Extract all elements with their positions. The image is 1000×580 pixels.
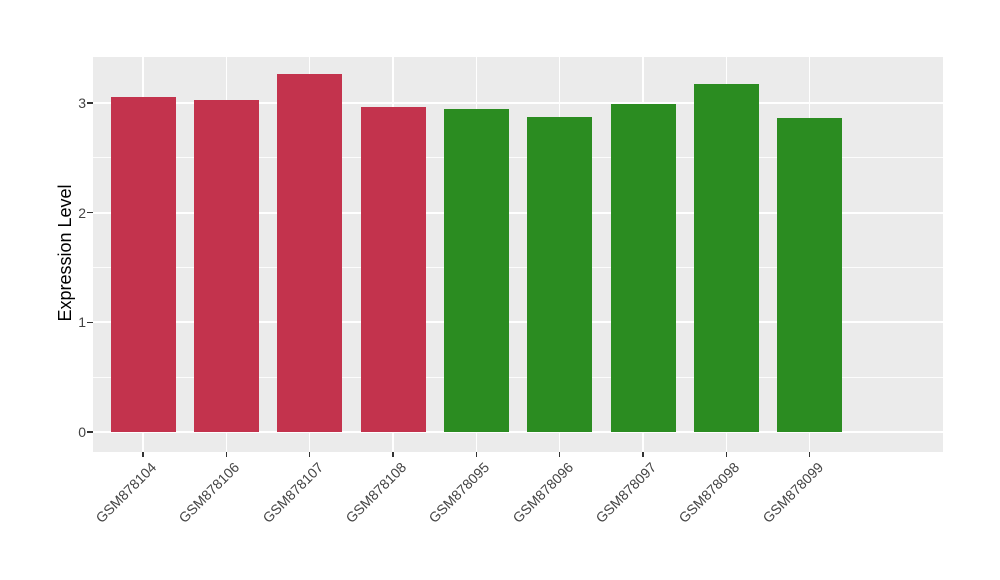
x-tick-mark-GSM878095 <box>475 452 478 457</box>
gridline-minor-y-1.5 <box>93 266 943 268</box>
bar-GSM878099 <box>777 118 843 432</box>
bar-GSM878104 <box>110 97 176 432</box>
plot-panel <box>93 57 943 452</box>
y-tick-mark-1 <box>87 321 93 323</box>
bar-GSM878096 <box>527 117 593 432</box>
bar-GSM878098 <box>693 84 759 432</box>
x-tick-mark-GSM878107 <box>308 452 311 457</box>
y-tick-mark-2 <box>87 211 93 214</box>
gridline-major-y-2 <box>93 211 943 214</box>
gridline-major-y-1 <box>93 321 943 324</box>
y-tick-label-3: 3 <box>78 94 86 111</box>
gridline-major-y-0 <box>93 431 943 433</box>
y-tick-label-0: 0 <box>78 424 86 440</box>
bar-GSM878106 <box>193 99 259 432</box>
y-tick-mark-0 <box>87 431 93 433</box>
x-tick-mark-GSM878096 <box>558 452 561 457</box>
x-tick-mark-GSM878097 <box>642 452 644 457</box>
y-tick-label-2: 2 <box>78 204 86 221</box>
x-tick-mark-GSM878098 <box>725 452 728 457</box>
gridline-major-y-3 <box>93 101 943 104</box>
y-tick-mark-3 <box>87 102 93 104</box>
x-tick-mark-GSM878106 <box>225 452 228 457</box>
bar-GSM878095 <box>443 109 509 432</box>
x-tick-mark-GSM878108 <box>392 452 394 457</box>
y-axis-title: Expression Level <box>55 184 75 322</box>
y-tick-label-1: 1 <box>78 314 86 331</box>
gridline-minor-y-2.5 <box>93 157 943 159</box>
bar-GSM878097 <box>610 104 676 432</box>
bar-GSM878107 <box>277 74 343 432</box>
x-tick-mark-GSM878104 <box>142 452 144 457</box>
gridline-minor-y-0.5 <box>93 376 943 378</box>
bar-GSM878108 <box>360 107 426 432</box>
x-tick-mark-GSM878099 <box>808 452 811 457</box>
